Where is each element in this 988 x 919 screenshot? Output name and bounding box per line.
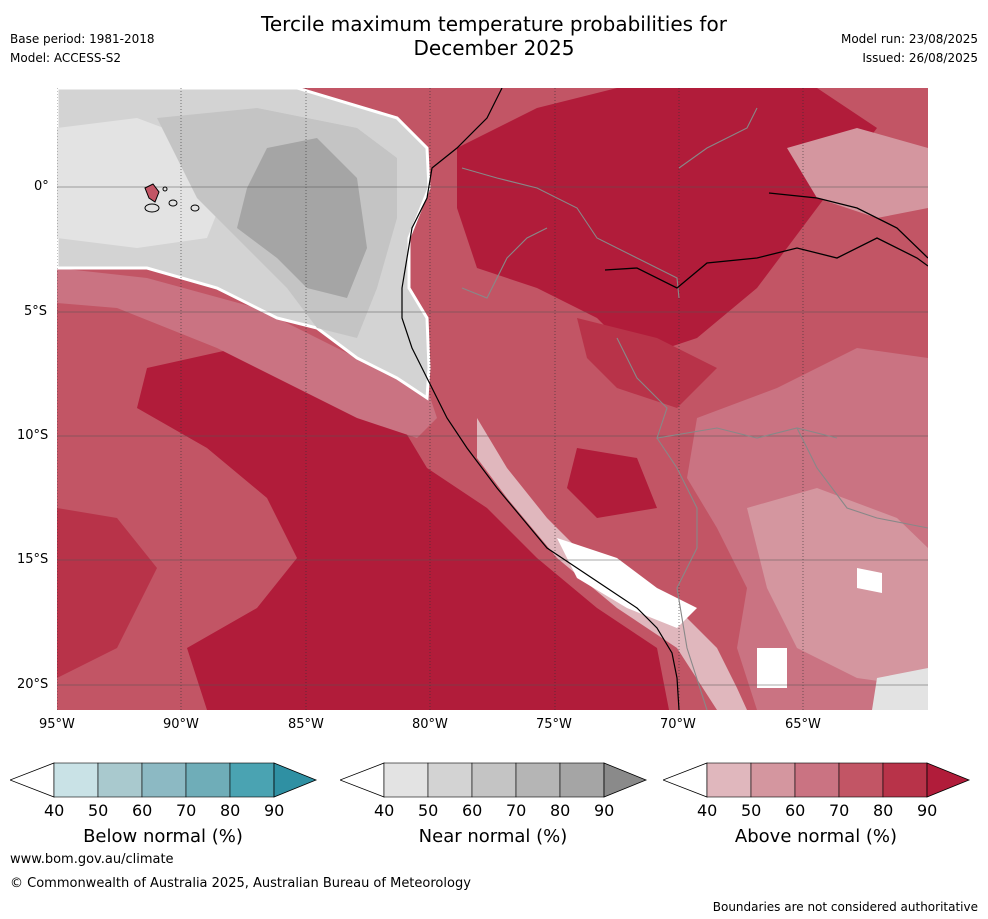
- lon-label-85w: 85°W: [288, 717, 324, 732]
- above-normal-over-triangle: [926, 762, 971, 798]
- below-normal-tick-60: 60: [132, 801, 153, 820]
- region-above-80-central: [577, 318, 717, 408]
- latitude-gridlines: [57, 186, 928, 686]
- above-normal-tick-90: 90: [917, 801, 938, 820]
- above-normal-segment-4: [882, 762, 928, 798]
- above-normal-tick-40: 40: [697, 801, 718, 820]
- near-normal-under-triangle: [340, 762, 385, 798]
- region-above-80-west: [57, 508, 157, 678]
- lat-label-5s: 5°S: [24, 304, 48, 319]
- base-period: Base period: 1981-2018: [10, 32, 155, 46]
- near-normal-segment-4: [559, 762, 605, 798]
- region-above-50-east: [747, 488, 928, 688]
- region-near-80-ocean: [237, 138, 367, 298]
- below-normal-colorbar: [10, 762, 318, 798]
- below-normal-segment-4: [229, 762, 275, 798]
- above-normal-tick-70: 70: [829, 801, 850, 820]
- near-normal-segment-1: [427, 762, 473, 798]
- above-normal-tick-80: 80: [873, 801, 894, 820]
- lat-label-10s: 10°S: [17, 428, 49, 443]
- near-normal-over-triangle: [603, 762, 648, 798]
- coastline: [401, 88, 680, 710]
- title-line-2: December 2025: [413, 36, 575, 60]
- country-borders: [461, 107, 928, 710]
- lat-label-15s: 15°S: [17, 552, 49, 567]
- below-normal-tick-90: 90: [264, 801, 285, 820]
- above-normal-tick-50: 50: [741, 801, 762, 820]
- lon-label-65w: 65°W: [785, 717, 821, 732]
- probability-map: [57, 88, 928, 710]
- below-normal-label: Below normal (%): [83, 826, 243, 847]
- near-normal-label: Near normal (%): [418, 826, 568, 847]
- below-normal-segment-1: [97, 762, 143, 798]
- below-normal-tick-70: 70: [176, 801, 197, 820]
- below-normal-tick-80: 80: [220, 801, 241, 820]
- below-normal-segment-0: [53, 762, 99, 798]
- region-above-90-north: [457, 88, 877, 358]
- amazon-river: [604, 192, 928, 289]
- near-normal-segment-0: [383, 762, 429, 798]
- galapagos-islands: [144, 183, 200, 213]
- below-normal-over-triangle: [273, 762, 318, 798]
- below-normal-tick-50: 50: [88, 801, 109, 820]
- title-line-1: Tercile maximum temperature probabilitie…: [261, 12, 727, 36]
- near-normal-tick-60: 60: [462, 801, 483, 820]
- below-normal-segment-3: [185, 762, 231, 798]
- lon-label-95w: 95°W: [39, 717, 75, 732]
- footer-copyright: © Commonwealth of Australia 2025, Austra…: [10, 876, 471, 891]
- lon-label-80w: 80°W: [412, 717, 448, 732]
- lat-label-20s: 20°S: [17, 677, 49, 692]
- region-above-60-ocean: [57, 268, 437, 438]
- above-normal-segment-2: [794, 762, 840, 798]
- region-above-40-coast: [477, 418, 747, 710]
- below-normal-under-triangle: [10, 762, 55, 798]
- below-normal-segment-2: [141, 762, 187, 798]
- model-name: Model: ACCESS-S2: [10, 51, 122, 65]
- lon-label-90w: 90°W: [163, 717, 199, 732]
- near-normal-tick-90: 90: [594, 801, 615, 820]
- near-normal-segment-2: [471, 762, 517, 798]
- above-normal-segment-3: [838, 762, 884, 798]
- region-below-40-south: [757, 648, 787, 688]
- lon-label-70w: 70°W: [660, 717, 696, 732]
- near-normal-tick-50: 50: [418, 801, 439, 820]
- above-normal-label: Above normal (%): [734, 826, 898, 847]
- model-run: Model run: 23/08/2025: [840, 32, 978, 46]
- near-normal-tick-40: 40: [374, 801, 395, 820]
- region-above-90-inland: [567, 448, 657, 518]
- issued-date: Issued: 26/08/2025: [862, 51, 978, 65]
- near-normal-tick-70: 70: [506, 801, 527, 820]
- footer-url[interactable]: www.bom.gov.au/climate: [10, 852, 174, 867]
- region-near-40-southeast: [872, 668, 928, 710]
- below-normal-tick-40: 40: [44, 801, 65, 820]
- lon-label-75w: 75°W: [536, 717, 572, 732]
- region-below-40-east: [857, 568, 882, 593]
- region-above-50-northeast: [787, 128, 928, 218]
- near-normal-tick-80: 80: [550, 801, 571, 820]
- footer-disclaimer: Boundaries are not considered authoritat…: [712, 900, 978, 914]
- above-normal-under-triangle: [663, 762, 708, 798]
- above-normal-segment-0: [706, 762, 752, 798]
- near-normal-colorbar: [340, 762, 648, 798]
- lat-label-0: 0°: [34, 179, 49, 194]
- above-normal-segment-1: [750, 762, 796, 798]
- page-title: Tercile maximum temperature probabilitie…: [0, 12, 988, 60]
- above-normal-tick-60: 60: [785, 801, 806, 820]
- region-below-40-coast: [557, 538, 697, 628]
- region-above-90-ocean: [137, 348, 669, 710]
- near-normal-segment-3: [515, 762, 561, 798]
- above-normal-colorbar: [663, 762, 971, 798]
